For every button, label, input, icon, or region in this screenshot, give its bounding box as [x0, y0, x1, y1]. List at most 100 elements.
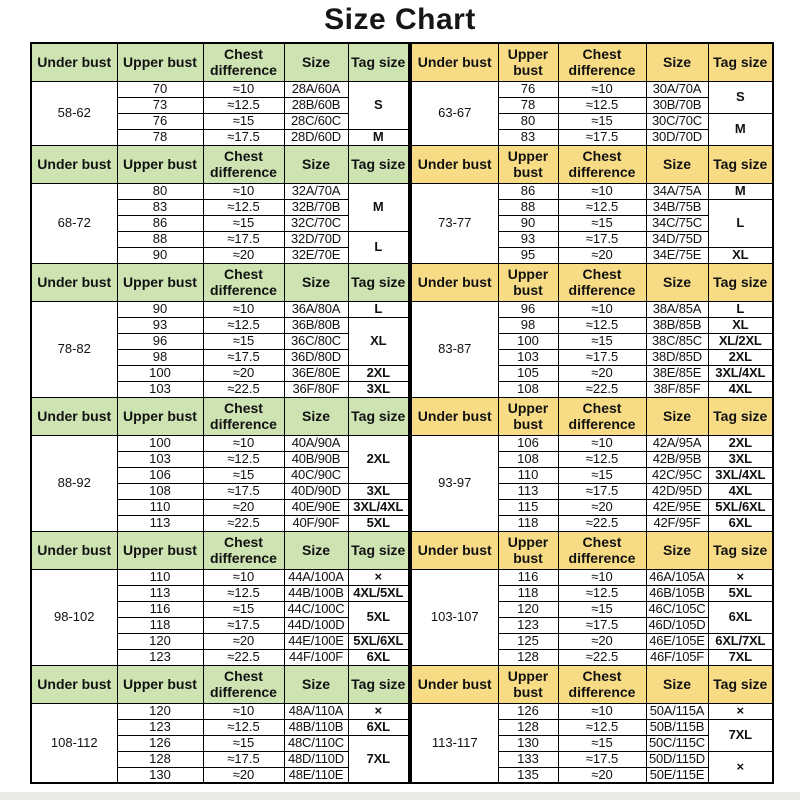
chest-difference-cell: ≈20 — [202, 364, 285, 382]
size-cell: 40C/90C — [283, 466, 349, 484]
upper-bust-cell: 113 — [116, 514, 204, 532]
chest-difference-cell: ≈12.5 — [557, 718, 647, 736]
table-row: 68-72 80 ≈10 32A/70A M — [30, 182, 410, 264]
col-header-under-bust: Under bust — [30, 530, 118, 570]
upper-bust-cell: 103 — [116, 450, 204, 468]
upper-bust-cell: 123 — [497, 616, 559, 634]
chest-difference-cell: ≈12.5 — [202, 198, 285, 216]
col-header-upper-bust: Upper bust — [497, 42, 559, 82]
upper-bust-cell: 115 — [497, 498, 559, 516]
upper-bust-cell: 120 — [497, 600, 559, 618]
col-header-under-bust: Under bust — [30, 664, 118, 704]
chest-difference-cell: ≈15 — [557, 466, 647, 484]
chest-difference-cell: ≈12.5 — [202, 450, 285, 468]
under-bust-range-cell: 113-117 — [410, 702, 499, 784]
col-header-tag-size: Tag size — [347, 530, 410, 570]
tag-size-cell: × — [707, 702, 774, 720]
upper-bust-cell: 130 — [116, 766, 204, 784]
upper-bust-cell: 100 — [116, 364, 204, 382]
upper-bust-cell: 110 — [497, 466, 559, 484]
tag-size-cell: 3XL — [347, 380, 410, 398]
section-header-row: Under bust Upper bust Chest difference Size… — [410, 262, 774, 302]
chest-difference-cell: ≈12.5 — [202, 584, 285, 602]
chest-difference-cell: ≈20 — [202, 246, 285, 264]
col-header-size: Size — [645, 396, 709, 436]
size-cell: 42B/95B — [645, 450, 709, 468]
upper-bust-cell: 96 — [116, 332, 204, 350]
upper-bust-cell: 83 — [116, 198, 204, 216]
upper-bust-cell: 120 — [116, 702, 204, 720]
col-header-chest-difference: Chest difference — [202, 664, 285, 704]
upper-bust-cell: 118 — [116, 616, 204, 634]
size-cell: 34D/75D — [645, 230, 709, 248]
upper-bust-cell: 126 — [116, 734, 204, 752]
upper-bust-cell: 110 — [116, 498, 204, 516]
tag-size-cell: 6XL — [347, 648, 410, 666]
size-cell: 30C/70C — [645, 112, 709, 130]
chest-difference-cell: ≈12.5 — [202, 316, 285, 334]
chest-difference-cell: ≈17.5 — [557, 230, 647, 248]
size-cell: 42D/95D — [645, 482, 709, 500]
chest-difference-cell: ≈10 — [557, 568, 647, 586]
col-header-size: Size — [283, 144, 349, 184]
col-header-size: Size — [645, 664, 709, 704]
col-header-tag-size: Tag size — [347, 262, 410, 302]
page-title: Size Chart — [324, 3, 476, 36]
table-row: 98-102 110 ≈10 44A/100A × — [30, 568, 410, 666]
under-bust-range-cell: 63-67 — [410, 80, 499, 146]
size-cell: 32A/70A — [283, 182, 349, 200]
col-header-tag-size: Tag size — [707, 262, 774, 302]
upper-bust-cell: 110 — [116, 568, 204, 586]
col-header-chest-difference: Chest difference — [202, 144, 285, 184]
col-header-chest-difference: Chest difference — [202, 262, 285, 302]
size-cell: 30D/70D — [645, 128, 709, 146]
size-cell: 32C/70C — [283, 214, 349, 232]
tag-size-cell: 7XL — [707, 718, 774, 752]
table-row: 88 ≈12.5 34B/75B L — [411, 198, 774, 248]
col-header-under-bust: Under bust — [410, 664, 499, 704]
size-cell: 28C/60C — [283, 112, 349, 130]
section-header-row: Under bust Upper bust Chest difference Size… — [30, 530, 410, 570]
chest-difference-cell: ≈15 — [202, 214, 285, 232]
size-cell: 40F/90F — [283, 514, 349, 532]
table-row: 123 ≈22.5 44F/100F 6XL — [31, 648, 410, 666]
table-row: 103 ≈17.5 38D/85D 2XL — [411, 348, 774, 366]
tag-size-cell: × — [347, 702, 410, 720]
chest-difference-cell: ≈17.5 — [202, 482, 285, 500]
chest-difference-cell: ≈20 — [557, 246, 647, 264]
size-cell: 36D/80D — [283, 348, 349, 366]
size-cell: 44A/100A — [283, 568, 349, 586]
chest-difference-cell: ≈22.5 — [557, 648, 647, 666]
chest-difference-cell: ≈20 — [557, 766, 647, 784]
col-header-chest-difference: Chest difference — [202, 396, 285, 436]
upper-bust-cell: 88 — [497, 198, 559, 216]
chest-difference-cell: ≈12.5 — [202, 96, 285, 114]
upper-bust-cell: 113 — [497, 482, 559, 500]
table-row: 76 ≈15 28C/60C — [31, 112, 409, 130]
tag-size-cell: XL — [707, 316, 774, 334]
upper-bust-cell: 106 — [497, 434, 559, 452]
upper-bust-cell: 90 — [116, 246, 204, 264]
size-cell: 36A/80A — [283, 300, 349, 318]
tag-size-cell: 2XL — [347, 364, 410, 382]
upper-bust-cell: 135 — [497, 766, 559, 784]
chest-difference-cell: ≈17.5 — [557, 128, 647, 146]
table-row: 113 ≈17.5 42D/95D 4XL — [411, 482, 774, 500]
col-header-upper-bust: Upper bust — [497, 144, 559, 184]
size-cell: 46A/105A — [645, 568, 709, 586]
tag-size-cell: 2XL — [707, 434, 774, 452]
col-header-under-bust: Under bust — [410, 262, 499, 302]
size-cell: 44D/100D — [283, 616, 349, 634]
col-header-size: Size — [645, 262, 709, 302]
size-cell: 36C/80C — [283, 332, 349, 350]
table-row: 90 ≈20 32E/70E — [31, 246, 409, 264]
upper-bust-cell: 86 — [116, 214, 204, 232]
col-header-chest-difference: Chest difference — [202, 42, 285, 82]
col-header-under-bust: Under bust — [410, 42, 499, 82]
table-row: 83-87 96 ≈10 38A/85A L — [410, 300, 774, 398]
tag-size-cell: 6XL — [347, 718, 410, 736]
table-row: 103 ≈12.5 40B/90B — [31, 450, 409, 468]
chest-difference-cell: ≈17.5 — [202, 230, 285, 248]
upper-bust-cell: 73 — [116, 96, 204, 114]
upper-bust-cell: 128 — [497, 718, 559, 736]
